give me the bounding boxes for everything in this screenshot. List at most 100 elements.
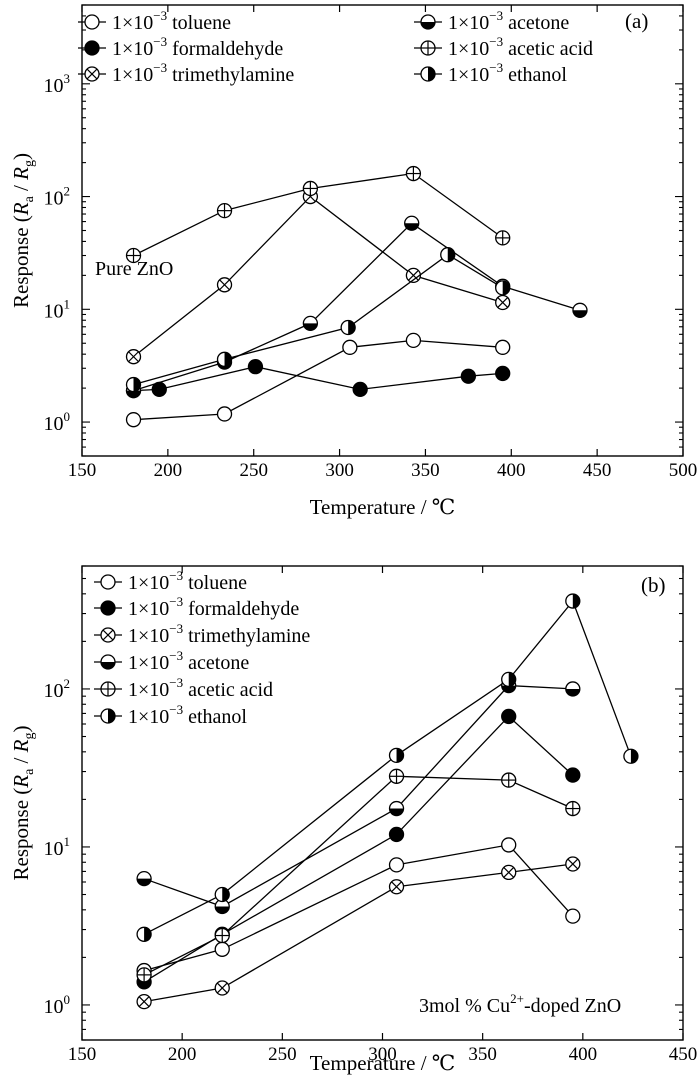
legend-label-text: acetone	[503, 12, 569, 34]
legend-label-prefix: 1×10	[112, 38, 153, 60]
legend-entry: 1×10−3 toluene	[78, 8, 231, 34]
panel-label: (a)	[625, 9, 648, 33]
legend-label-prefix: 1×10	[112, 12, 153, 34]
data-point	[136, 993, 152, 1010]
marker-half-fill	[404, 223, 419, 231]
series-trimethylamine	[136, 856, 581, 1010]
marker-half-fill	[447, 247, 455, 262]
y-axis-label-ra-sub: a	[22, 195, 37, 202]
marker-half-fill	[303, 323, 318, 331]
legend-label-text: acetone	[183, 652, 249, 674]
marker-half-fill	[396, 748, 404, 763]
marker-half-fill	[126, 390, 141, 398]
legend-label-exponent: −3	[153, 8, 167, 23]
y-tick-exponent: 2	[64, 184, 71, 199]
legend-label-prefix: 1×10	[128, 625, 169, 647]
legend-label-text: acetic acid	[503, 38, 593, 60]
data-point	[388, 857, 405, 873]
data-point	[216, 202, 233, 219]
marker-cross-stroke	[102, 629, 114, 641]
legend-label-exponent: −3	[489, 34, 503, 49]
marker-filled-circle	[84, 40, 100, 56]
marker-cross-stroke	[503, 867, 515, 878]
y-tick-exponent: 0	[64, 992, 71, 1007]
data-point	[214, 886, 230, 903]
marker-open-circle	[565, 908, 581, 924]
marker-open-circle	[501, 837, 517, 853]
y-axis-label-ra-sub: a	[22, 768, 37, 775]
series-toluene	[125, 332, 511, 428]
series-acetic-acid	[136, 768, 581, 983]
marker-half-fill	[222, 887, 230, 902]
marker-cross-stroke	[391, 881, 402, 893]
marker-open-circle	[100, 574, 116, 590]
data-point	[440, 247, 456, 263]
y-tick-exponent: 1	[64, 834, 71, 849]
marker-half-fill	[389, 808, 404, 816]
legend-label-exponent: −3	[153, 34, 167, 49]
annotation: Pure ZnO	[95, 258, 173, 280]
marker-half-fill	[224, 352, 232, 367]
marker-cross-stroke	[86, 68, 98, 80]
data-point	[495, 280, 511, 296]
data-point	[340, 319, 356, 336]
x-tick-label: 200	[154, 460, 183, 481]
data-point	[302, 315, 319, 332]
legend-entry: 1×10−3 acetone	[414, 8, 569, 34]
marker-half-fill	[502, 280, 510, 295]
y-tick-base: 10	[44, 996, 64, 1018]
y-axis-label-ra: R	[9, 775, 33, 789]
legend-label-exponent: −3	[169, 702, 183, 717]
annotation: 3mol % Cu2+-doped ZnO	[419, 991, 621, 1017]
legend-label: 1×10−3 acetic acid	[448, 34, 593, 60]
data-point	[125, 247, 142, 264]
marker-open-circle	[214, 941, 230, 957]
legend-label-exponent: −3	[489, 8, 503, 23]
data-point	[136, 926, 152, 942]
x-tick-label: 200	[168, 1044, 197, 1065]
y-tick-base: 10	[44, 75, 64, 97]
marker-half-fill	[133, 377, 141, 392]
series-line	[133, 253, 504, 386]
legend-label: 1×10−3 toluene	[128, 568, 247, 594]
data-point	[565, 908, 581, 924]
legend-label-prefix: 1×10	[128, 706, 169, 728]
data-point	[388, 879, 405, 895]
marker-cross-stroke	[497, 297, 509, 308]
marker-half-fill	[421, 22, 435, 29]
marker-half-fill	[101, 662, 115, 669]
legend-entry: 1×10−3 acetic acid	[414, 34, 593, 60]
y-axis-label-text: Response (	[9, 215, 33, 308]
data-point	[302, 180, 319, 197]
marker-open-circle	[125, 412, 142, 428]
data-point	[125, 412, 142, 428]
legend-label-exponent: −3	[169, 568, 183, 583]
data-point	[125, 349, 142, 365]
series-line	[143, 844, 574, 972]
y-tick-base: 10	[44, 300, 64, 322]
legend-label-text: ethanol	[183, 706, 247, 728]
y-tick-base: 10	[44, 188, 64, 210]
data-point	[388, 800, 405, 817]
marker-half-fill	[428, 67, 435, 81]
series-line	[143, 863, 573, 1003]
legend-label-prefix: 1×10	[128, 652, 169, 674]
marker-filled-circle	[565, 767, 581, 783]
data-point	[342, 339, 358, 355]
y-tick-base: 10	[44, 680, 64, 702]
series-acetone	[136, 677, 581, 915]
data-point	[214, 941, 230, 957]
data-point	[495, 339, 511, 355]
x-tick-label: 450	[583, 460, 612, 481]
legend-label-exponent: −3	[169, 675, 183, 690]
marker-half-fill	[572, 594, 580, 609]
legend-label-text: trimethylamine	[167, 64, 294, 86]
data-point	[136, 967, 152, 983]
marker-half-fill	[137, 878, 152, 886]
data-point	[247, 359, 264, 375]
y-tick-label: 102	[44, 676, 71, 702]
legend-label-prefix: 1×10	[128, 679, 169, 701]
y-axis-label-rg-sub: g	[22, 733, 37, 740]
legend-entry: 1×10−3 ethanol	[94, 702, 247, 728]
marker-cross-stroke	[219, 279, 230, 291]
